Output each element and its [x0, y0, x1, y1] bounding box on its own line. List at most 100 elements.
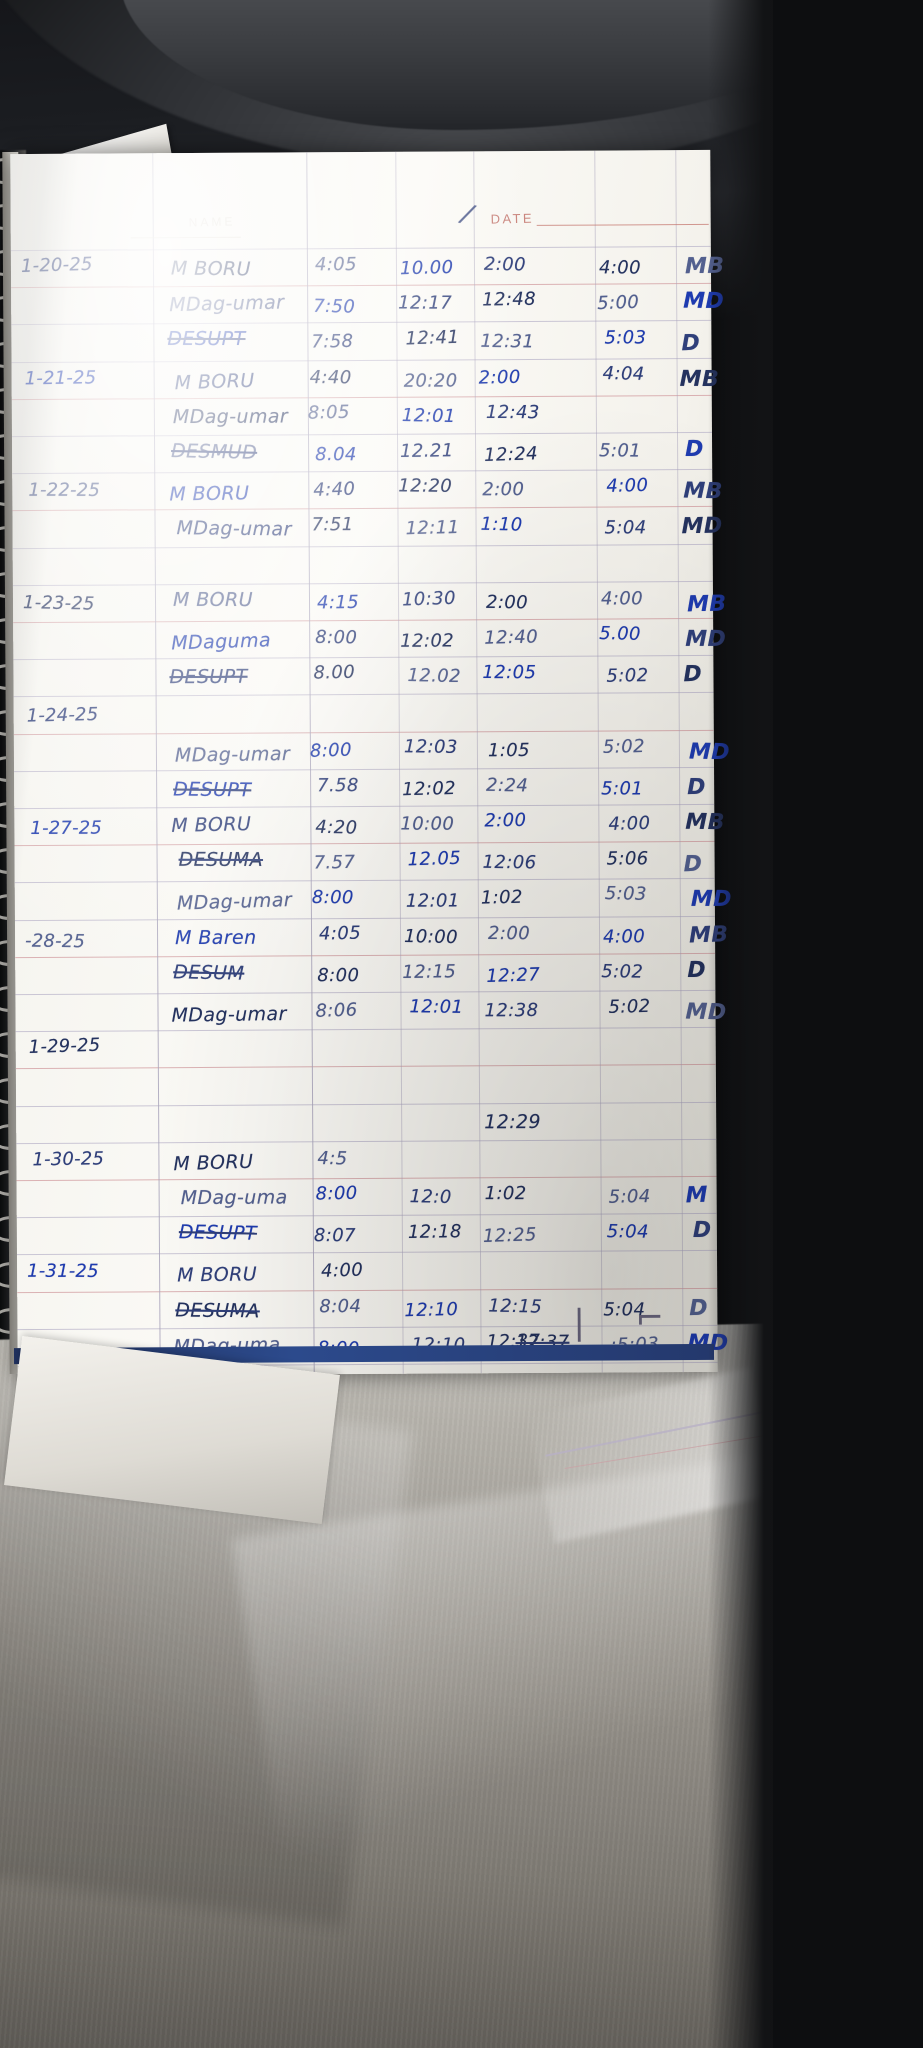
cell-time-in: 7.57	[313, 852, 356, 874]
rule-line	[17, 1287, 718, 1293]
cell-time-in: 7:51	[311, 514, 354, 536]
cell-time-out: 5:02	[601, 960, 644, 983]
rule-line	[12, 543, 713, 549]
cell-lunch-in: 2:00	[478, 366, 521, 389]
cell-time-out: 5:03	[604, 327, 647, 349]
rule-line	[17, 1324, 718, 1330]
cell-time-out: 4:00	[602, 925, 646, 948]
cell-date: 1-30-25	[32, 1148, 105, 1171]
cell-date: 1-24-25	[26, 704, 99, 728]
cell-time-in: 4:05	[318, 922, 362, 945]
cell-time-out: 5:04	[608, 1186, 651, 1208]
cell-sign: D	[687, 957, 707, 983]
rule-line	[12, 506, 713, 512]
cell-lunch-out: 12:01	[401, 404, 456, 427]
cell-name: M Baren	[174, 926, 257, 949]
cell-time-out: 5:03	[604, 883, 648, 906]
cell-date: -28-25	[24, 930, 86, 952]
cell-time-in: 8:00	[315, 1182, 358, 1205]
cell-date: 1-27-25	[30, 817, 103, 840]
rule-line	[13, 692, 714, 698]
cell-lunch-in: 2:00	[482, 479, 525, 501]
cell-name: MDag-umar	[168, 291, 285, 317]
rule-line	[11, 357, 712, 363]
rule-line	[10, 245, 711, 252]
cell-time-in: 4:05	[314, 254, 358, 276]
cell-lunch-in: 12:27	[485, 964, 541, 987]
cell-lunch-out: 12.21	[399, 440, 454, 463]
cell-date: 1-20-25	[20, 253, 93, 278]
cell-lunch-out: 12.02	[407, 665, 462, 688]
cell-lunch-in: 12:31	[480, 331, 535, 353]
cell-name: DESUM	[173, 961, 245, 985]
cell-date: 1-23-25	[22, 591, 95, 615]
rule-line	[11, 394, 712, 400]
printed-name-label: NAME	[188, 214, 236, 230]
cell-time-in: 8:05	[307, 401, 351, 424]
cell-time-in: 8:00	[309, 739, 353, 762]
rule-line	[16, 1250, 717, 1256]
rule-line	[15, 989, 716, 996]
cell-time-out: 5:04	[604, 517, 647, 539]
cell-lunch-in: 12:25	[482, 1224, 538, 1248]
cell-lunch-out: 20:20	[403, 370, 458, 392]
rule-line	[12, 580, 713, 586]
cell-lunch-out: 12:02	[400, 630, 455, 652]
cell-lunch-out: 12.05	[407, 847, 462, 871]
cell-lunch-out: 12:0	[409, 1186, 452, 1209]
cell-lunch-in: 12:38	[484, 999, 539, 1022]
rule-line	[12, 469, 713, 475]
cell-time-in: 7.58	[317, 774, 359, 797]
cell-name: MDag-umar	[176, 889, 293, 916]
cell-time-in: 8.00	[313, 661, 356, 684]
cell-lunch-out: 12:17	[398, 292, 453, 314]
cell-lunch-out: 12:03	[403, 735, 458, 758]
cell-date: 1-22-25	[28, 479, 101, 502]
cell-name: M BORU	[174, 369, 255, 394]
cell-lunch-out: 12:01	[405, 890, 460, 913]
cell-lunch-out: 12:02	[401, 777, 457, 801]
cell-time-out: 5:04	[606, 1221, 650, 1243]
cell-lunch-in: 12:05	[482, 662, 537, 684]
cell-sign: D	[689, 1295, 709, 1321]
rule-line	[13, 655, 714, 661]
right-dark-band	[773, 0, 923, 2048]
cell-time-out: 5:01	[601, 778, 644, 800]
cell-name: M BORU	[176, 1263, 258, 1287]
cell-time-out: 5:02	[606, 665, 649, 687]
rule-line	[14, 841, 715, 847]
cell-name: MDag-umar	[172, 405, 289, 428]
cell-name: M BORU	[173, 1150, 254, 1176]
cell-lunch-out: 12:10	[404, 1298, 459, 1321]
cell-time-in: 7:50	[313, 295, 356, 318]
cell-lunch-in: 2:24	[485, 774, 529, 797]
cell-lunch-in: 12:15	[488, 1295, 543, 1318]
cell-name: M BORU	[171, 812, 252, 837]
bracket-mark-2: ⌐	[635, 1298, 665, 1339]
cell-time-in: 4:40	[313, 478, 356, 502]
rule-line	[14, 766, 715, 772]
cell-time-out: 4:04	[602, 362, 645, 385]
printed-date-label: DATE	[490, 210, 535, 227]
cell-time-in: 8:04	[319, 1295, 362, 1317]
cell-lunch-in: 2:00	[488, 922, 531, 944]
cell-name: DESUPT	[173, 778, 252, 802]
cell-name: M BORU	[170, 257, 252, 281]
cell-time-out: 5:02	[602, 735, 646, 758]
cell-lunch-out: 10:00	[400, 813, 455, 835]
cell-lunch-out: 12:20	[398, 475, 453, 498]
cell-lunch-out: 12:41	[405, 327, 460, 350]
cell-time-out: 5:00	[596, 291, 640, 315]
cell-lunch-in: 12:06	[482, 851, 537, 874]
rule-line	[11, 283, 712, 289]
correction-note: 12:29	[484, 1110, 542, 1134]
cell-lunch-out: 10.00	[399, 256, 454, 280]
cell-lunch-in: 2:00	[485, 591, 529, 614]
cell-time-in: 4:00	[320, 1259, 364, 1283]
cell-time-out: 4:00	[606, 475, 649, 498]
rule-line	[11, 320, 712, 326]
cell-time-out: 5:01	[598, 440, 642, 462]
cell-lunch-in: 12:40	[483, 626, 539, 649]
cell-time-out: 4:00	[600, 588, 644, 610]
